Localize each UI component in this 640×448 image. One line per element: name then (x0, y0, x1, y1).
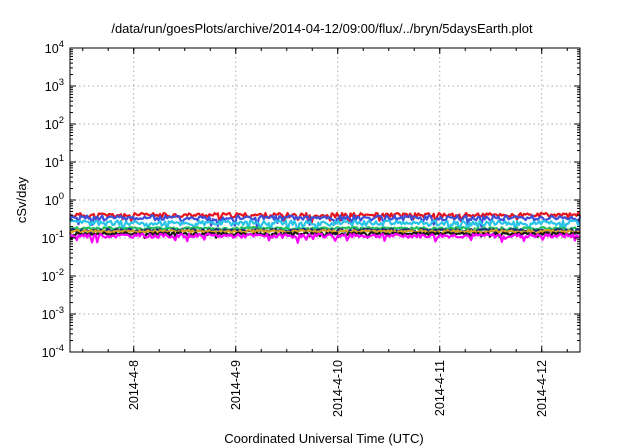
x-tick-label: 2014-4-9 (229, 360, 243, 410)
y-axis-label: cSv/day (14, 176, 29, 223)
y-tick-label: 102 (45, 115, 64, 132)
series-line (69, 232, 581, 244)
x-axis-label: Coordinated Universal Time (UTC) (224, 431, 423, 446)
x-tick-label: 2014-4-11 (433, 360, 447, 416)
y-tick-label: 103 (45, 77, 64, 94)
y-tick-label: 10-3 (42, 305, 64, 322)
y-tick-label: 10-1 (42, 229, 64, 246)
x-tick-label: 2014-4-12 (535, 360, 549, 417)
y-tick-label: 104 (45, 39, 64, 56)
grid (70, 48, 580, 352)
series-line (69, 225, 581, 234)
series-group (68, 211, 582, 244)
y-tick-label: 100 (45, 191, 64, 208)
y-tick-labels: 10-4 10-3 10-2 10-1 100 101 102 103 104 (42, 39, 64, 360)
ticks (70, 47, 580, 353)
x-tick-label: 2014-4-10 (331, 360, 345, 417)
series-line (69, 229, 581, 237)
chart-title: /data/run/goesPlots/archive/2014-04-12/0… (111, 21, 533, 36)
x-tick-label: 2014-4-8 (127, 360, 141, 410)
y-tick-label: 10-4 (42, 343, 64, 360)
series-line (68, 214, 582, 229)
y-tick-label: 10-2 (42, 267, 64, 284)
y-tick-label: 101 (45, 153, 64, 170)
x-tick-labels: 2014-4-8 2014-4-9 2014-4-10 2014-4-11 2014-4… (127, 360, 549, 417)
series-line (69, 219, 581, 234)
